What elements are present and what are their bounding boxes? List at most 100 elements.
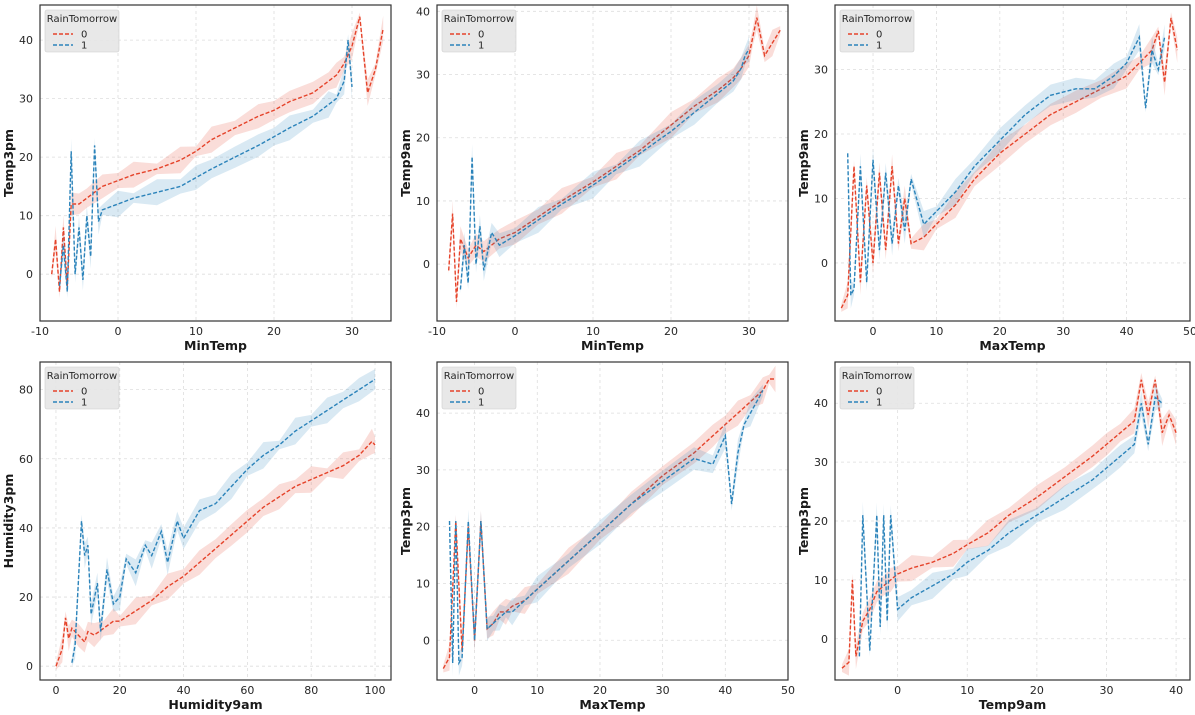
axes-frame — [39, 4, 392, 322]
y-tick-label: 40 — [814, 397, 828, 410]
legend-box — [44, 366, 120, 410]
series-1-line — [459, 48, 750, 290]
axes-frame — [436, 361, 789, 681]
legend-label-0: 0 — [876, 30, 882, 41]
x-axis-label: MaxTemp — [579, 697, 645, 712]
axes-frame — [436, 4, 789, 322]
series-1-line — [71, 378, 376, 663]
y-tick-label: 20 — [416, 132, 430, 145]
x-axis-label: Humidity9am — [168, 697, 262, 712]
y-axis-label: Humidity3pm — [1, 474, 16, 569]
y-tick-label: 40 — [416, 5, 430, 18]
series-0-ci-band — [841, 12, 1178, 312]
x-tick-label: 0 — [512, 325, 519, 338]
subplot-6: 0 10 20 30 40010203040Temp9amTemp3pmRainTomo… — [796, 361, 1191, 712]
series-1-ci-band — [59, 34, 352, 299]
series-0-ci-band — [443, 365, 776, 673]
x-tick-label: 10 — [586, 325, 600, 338]
series-0-line — [840, 17, 1178, 309]
x-tick-label: 60 — [240, 684, 254, 697]
legend-title: RainTomorrow — [842, 14, 912, 25]
x-tick-label: 80 — [304, 684, 318, 697]
y-tick-label: 20 — [19, 591, 33, 604]
series-0-ci-band — [56, 428, 375, 670]
legend-label-1: 1 — [81, 398, 87, 409]
y-tick-label: 0 — [26, 660, 33, 673]
x-tick-label: 40 — [1120, 325, 1134, 338]
y-tick-label: 30 — [814, 63, 828, 76]
axes-frame — [834, 361, 1191, 681]
x-tick-label: 0 — [115, 325, 122, 338]
legend-box — [441, 366, 517, 410]
x-tick-label: 20 — [267, 325, 281, 338]
legend-label-0: 0 — [478, 387, 484, 398]
x-axis-label: Temp9am — [979, 697, 1046, 712]
y-tick-label: 0 — [423, 258, 430, 271]
subplot-2: -10 0 10 20 30010203040MinTempTemp9amRainTom… — [398, 4, 789, 353]
y-axis-label: Temp3pm — [1, 129, 16, 197]
legend-label-1: 1 — [876, 41, 882, 52]
x-tick-label: 10 — [960, 684, 974, 697]
legend-label-0: 0 — [876, 387, 882, 398]
y-tick-label: 20 — [814, 128, 828, 141]
subplot-1: -10 0 10 20 30010203040MinTempTemp3pmRainTom… — [1, 4, 392, 353]
y-tick-label: 0 — [26, 268, 33, 281]
y-tick-label: 10 — [814, 574, 828, 587]
y-axis-label: Temp9am — [796, 129, 811, 196]
x-tick-label: 30 — [345, 325, 359, 338]
y-tick-label: 10 — [416, 195, 430, 208]
x-tick-label: 10 — [530, 684, 544, 697]
x-tick-label: 50 — [1183, 325, 1195, 338]
x-tick-label: 0 — [471, 684, 478, 697]
y-tick-label: 40 — [416, 407, 430, 420]
legend: RainTomorrow 01 — [839, 9, 915, 53]
x-tick-label: 30 — [1099, 684, 1113, 697]
y-axis-label: Temp3pm — [796, 487, 811, 555]
legend-title: RainTomorrow — [47, 14, 117, 25]
series-0-ci-band — [842, 373, 1177, 676]
axes-frame — [39, 361, 392, 681]
x-tick-label: 0 — [870, 325, 877, 338]
legend-label-0: 0 — [81, 30, 87, 41]
legend-box — [441, 9, 517, 53]
y-tick-label: 30 — [416, 69, 430, 82]
series-0-line — [51, 16, 384, 292]
series-0-line — [448, 17, 781, 303]
series-0-ci-band — [448, 5, 781, 309]
x-tick-label: 30 — [656, 684, 670, 697]
y-tick-label: 30 — [19, 93, 33, 106]
x-tick-label: -10 — [428, 325, 446, 338]
legend: RainTomorrow 01 — [839, 366, 915, 410]
y-tick-label: 0 — [821, 633, 828, 646]
legend-label-1: 1 — [81, 41, 87, 52]
legend: RainTomorrow 01 — [44, 366, 120, 410]
x-tick-label: 40 — [718, 684, 732, 697]
y-tick-label: 0 — [821, 257, 828, 270]
y-tick-label: 20 — [814, 515, 828, 528]
x-axis-label: MinTemp — [184, 338, 247, 353]
series-1-ci-band — [847, 24, 1165, 309]
x-tick-label: 20 — [993, 325, 1007, 338]
legend-label-0: 0 — [478, 30, 484, 41]
y-tick-label: 20 — [19, 151, 33, 164]
x-tick-label: 10 — [189, 325, 203, 338]
x-axis-label: MaxTemp — [979, 338, 1045, 353]
legend-title: RainTomorrow — [842, 371, 912, 382]
y-tick-label: 30 — [416, 464, 430, 477]
legend-label-1: 1 — [876, 398, 882, 409]
x-axis-label: MinTemp — [581, 338, 644, 353]
x-tick-label: 20 — [664, 325, 678, 338]
legend-label-1: 1 — [478, 398, 484, 409]
y-tick-label: 40 — [19, 34, 33, 47]
x-tick-label: 0 — [52, 684, 59, 697]
x-tick-label: -10 — [31, 325, 49, 338]
series-1-ci-band — [460, 36, 749, 294]
x-tick-label: 20 — [1030, 684, 1044, 697]
legend-box — [839, 366, 915, 410]
y-axis-label: Temp3pm — [398, 487, 413, 555]
x-tick-label: 30 — [742, 325, 756, 338]
legend-label-0: 0 — [81, 387, 87, 398]
subplot-3: 0 10 20 30 40 500102030MaxTempTemp9amRainTomo… — [796, 4, 1195, 353]
y-tick-label: 60 — [19, 453, 33, 466]
